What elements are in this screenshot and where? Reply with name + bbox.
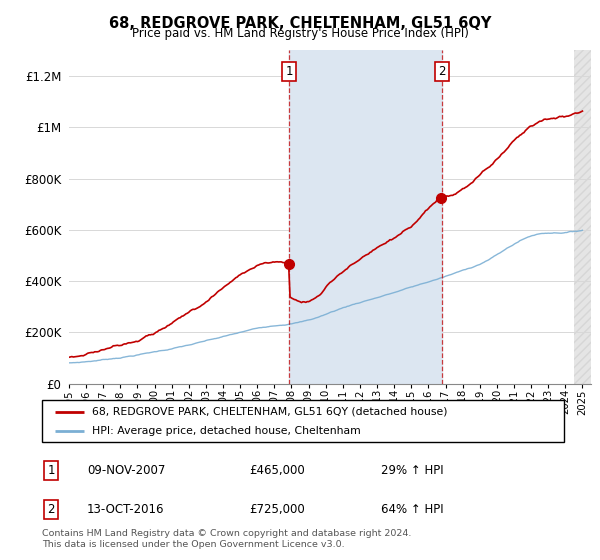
FancyBboxPatch shape bbox=[42, 400, 564, 442]
Bar bbox=[289, 50, 442, 384]
Text: 1: 1 bbox=[286, 66, 293, 78]
Text: 13-OCT-2016: 13-OCT-2016 bbox=[87, 503, 164, 516]
Text: 2: 2 bbox=[438, 66, 446, 78]
Bar bbox=[574, 50, 591, 384]
Bar bbox=[574, 50, 591, 384]
Text: 1: 1 bbox=[47, 464, 55, 477]
Text: £725,000: £725,000 bbox=[249, 503, 305, 516]
Text: 68, REDGROVE PARK, CHELTENHAM, GL51 6QY: 68, REDGROVE PARK, CHELTENHAM, GL51 6QY bbox=[109, 16, 491, 31]
Text: HPI: Average price, detached house, Cheltenham: HPI: Average price, detached house, Chel… bbox=[92, 426, 361, 436]
Text: 29% ↑ HPI: 29% ↑ HPI bbox=[381, 464, 443, 477]
Text: 64% ↑ HPI: 64% ↑ HPI bbox=[381, 503, 443, 516]
Text: 2: 2 bbox=[47, 503, 55, 516]
Text: Price paid vs. HM Land Registry's House Price Index (HPI): Price paid vs. HM Land Registry's House … bbox=[131, 27, 469, 40]
Text: £465,000: £465,000 bbox=[249, 464, 305, 477]
Text: 09-NOV-2007: 09-NOV-2007 bbox=[87, 464, 166, 477]
Text: 68, REDGROVE PARK, CHELTENHAM, GL51 6QY (detached house): 68, REDGROVE PARK, CHELTENHAM, GL51 6QY … bbox=[92, 407, 447, 417]
Text: Contains HM Land Registry data © Crown copyright and database right 2024.
This d: Contains HM Land Registry data © Crown c… bbox=[42, 529, 412, 549]
